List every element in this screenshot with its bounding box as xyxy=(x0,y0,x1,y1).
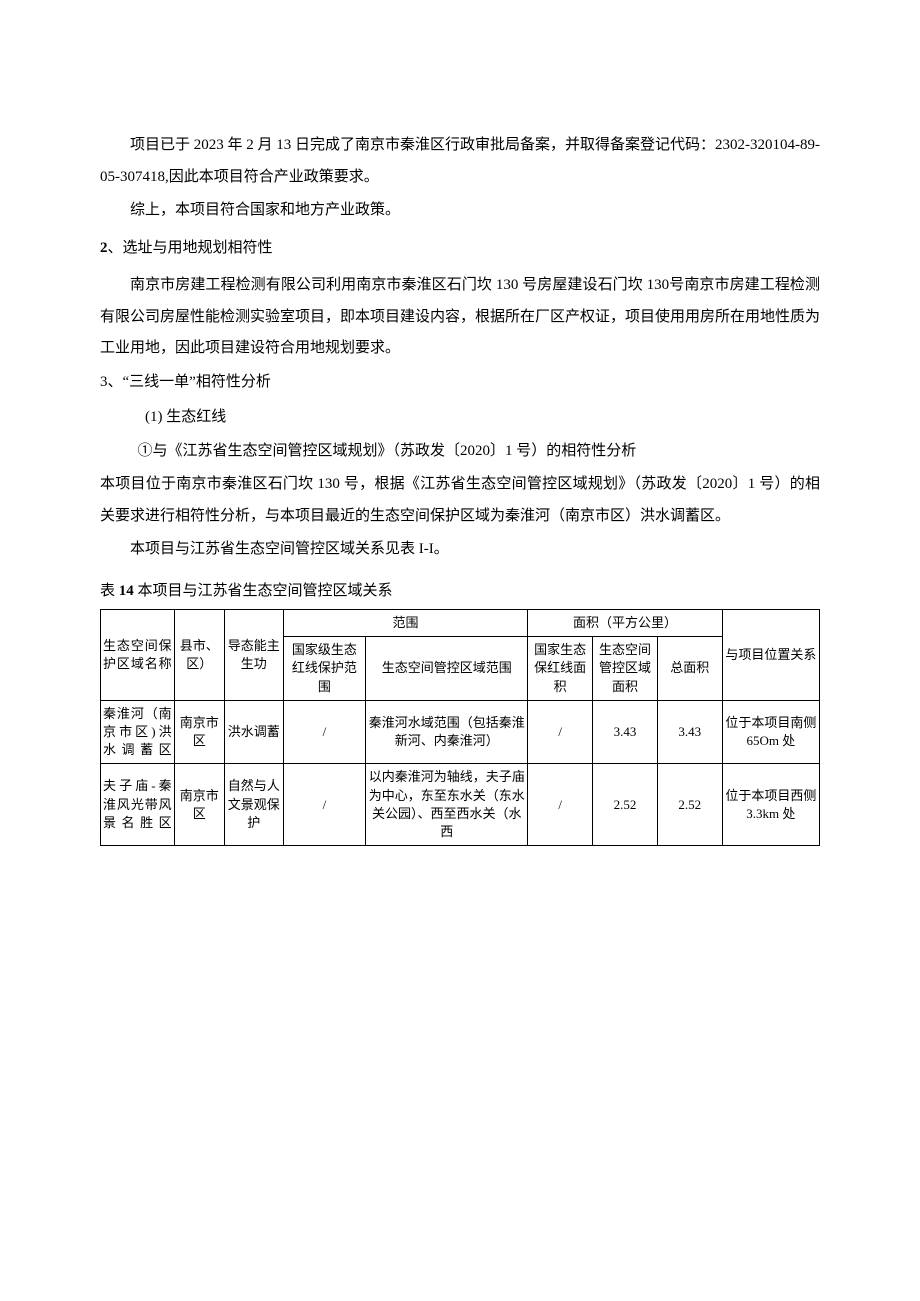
section-2-text: 、选址与用地规划相符性 xyxy=(108,240,273,256)
para-filing: 项目已于 2023 年 2 月 13 日完成了南京市秦淮区行政审批局备案，并取得… xyxy=(100,130,820,193)
th-county: 县市、区） xyxy=(174,610,224,701)
caption-prefix: 表 xyxy=(100,583,119,599)
caption-num: 14 xyxy=(119,583,134,599)
cell-relation: 位于本项目南侧 65Om 处 xyxy=(722,700,819,764)
para-eco-redline-1: ①与《江苏省生态空间管控区域规划》（苏政发〔2020〕1 号）的相符性分析 xyxy=(100,436,820,468)
cell-func: 洪水调蓄 xyxy=(224,700,283,764)
cell-nat-area: / xyxy=(528,764,593,846)
th-name: 生态空间保护区域名称 xyxy=(101,610,175,701)
th-relation: 与项目位置关系 xyxy=(722,610,819,701)
cell-func: 自然与人文景观保护 xyxy=(224,764,283,846)
cell-name: 夫子庙-秦淮风光带风景名胜区 xyxy=(101,764,175,846)
table-row: 秦淮河（南京市区)洪水调蓄区 南京市区 洪水调蓄 / 秦淮河水域范围（包括秦淮新… xyxy=(101,700,820,764)
table-row: 夫子庙-秦淮风光带风景名胜区 南京市区 自然与人文景观保护 / 以内秦淮河为轴线… xyxy=(101,764,820,846)
cell-nat-redline: / xyxy=(283,764,366,846)
para-site-selection: 南京市房建工程检测有限公司利用南京市秦淮区石门坎 130 号房屋建设石门坎 13… xyxy=(100,270,820,365)
cell-eco-scope: 以内秦淮河为轴线，夫子庙为中心，东至东水关（东水关公园）、西至西水关（水西 xyxy=(366,764,528,846)
caption-text: 本项目与江苏省生态空间管控区域关系 xyxy=(134,583,393,599)
cell-total-area: 3.43 xyxy=(657,700,722,764)
para-table-ref: 本项目与江苏省生态空间管控区域关系见表 I-I。 xyxy=(100,534,820,566)
th-area: 面积（平方公里） xyxy=(528,610,722,637)
sub-3-1: (1) 生态红线 xyxy=(100,402,820,434)
th-total-area: 总面积 xyxy=(657,637,722,701)
eco-zone-table: 生态空间保护区域名称 县市、区） 导态能主生功 范围 面积（平方公里） 与项目位… xyxy=(100,609,820,846)
section-3-title: 3、“三线一单”相符性分析 xyxy=(100,367,820,399)
cell-name: 秦淮河（南京市区)洪水调蓄区 xyxy=(101,700,175,764)
th-eco-area: 生态空间管控区域面积 xyxy=(593,637,658,701)
para-eco-redline-2: 本项目位于南京市秦淮区石门坎 130 号，根据《江苏省生态空间管控区域规划》（苏… xyxy=(100,469,820,532)
cell-eco-area: 2.52 xyxy=(593,764,658,846)
para-summary: 综上，本项目符合国家和地方产业政策。 xyxy=(100,195,820,227)
cell-eco-area: 3.43 xyxy=(593,700,658,764)
cell-eco-scope: 秦淮河水域范围（包括秦淮新河、内秦淮河） xyxy=(366,700,528,764)
section-2-num: 2 xyxy=(100,240,108,256)
cell-nat-redline: / xyxy=(283,700,366,764)
section-2-title: 2、选址与用地规划相符性 xyxy=(100,233,820,265)
th-nat-area: 国家生态保红线面积 xyxy=(528,637,593,701)
cell-relation: 位于本项目西侧 3.3km 处 xyxy=(722,764,819,846)
table-caption: 表 14 本项目与江苏省生态空间管控区域关系 xyxy=(100,576,820,608)
th-eco-scope: 生态空间管控区域范围 xyxy=(366,637,528,701)
header-row-1: 生态空间保护区域名称 县市、区） 导态能主生功 范围 面积（平方公里） 与项目位… xyxy=(101,610,820,637)
th-func: 导态能主生功 xyxy=(224,610,283,701)
cell-total-area: 2.52 xyxy=(657,764,722,846)
cell-county: 南京市区 xyxy=(174,764,224,846)
th-scope: 范围 xyxy=(283,610,528,637)
cell-county: 南京市区 xyxy=(174,700,224,764)
cell-nat-area: / xyxy=(528,700,593,764)
th-nat-redline: 国家级生态红线保护范围 xyxy=(283,637,366,701)
